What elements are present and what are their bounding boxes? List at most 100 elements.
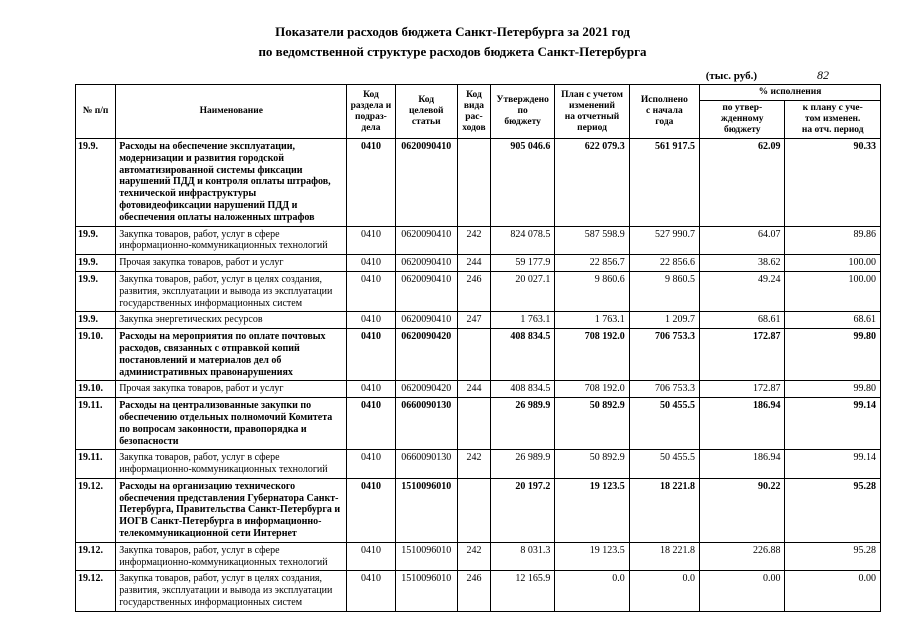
header-code-target: Код целевой статьи (394, 84, 458, 139)
cell-code-section: 0410 (346, 397, 396, 451)
cell-executed: 706 753.3 (628, 328, 701, 382)
cell-plan: 622 079.3 (554, 137, 630, 227)
cell-plan: 9 860.6 (554, 270, 630, 313)
header-num: № п/п (74, 84, 117, 139)
cell-code-section: 0410 (346, 570, 396, 612)
cell-code-type (456, 328, 492, 382)
cell-executed: 0.0 (628, 570, 701, 612)
document-title: Показатели расходов бюджета Санкт-Петерб… (0, 22, 905, 62)
cell-plan: 708 192.0 (554, 380, 630, 399)
cell-code-section: 0410 (346, 311, 396, 330)
cell-pct-budget: 62.09 (699, 137, 786, 227)
table-row: 19.9. Прочая закупка товаров, работ и ус… (74, 254, 881, 272)
cell-name: Прочая закупка товаров, работ и услуг (115, 380, 348, 399)
header-pct-plan: к плану с уче- том изменен. на отч. пери… (784, 100, 881, 139)
cell-name: Закупка товаров, работ, услуг в сфере ин… (115, 541, 348, 572)
cell-code-type: 242 (456, 225, 492, 256)
cell-code-type: 247 (456, 311, 492, 330)
cell-code-type: 242 (456, 449, 492, 479)
table-row: 19.11. Расходы на централизованные закуп… (74, 397, 881, 451)
cell-num: 19.10. (74, 380, 117, 399)
title-line-1: Показатели расходов бюджета Санкт-Петерб… (275, 24, 630, 39)
cell-executed: 50 455.5 (628, 449, 701, 479)
cell-pct-budget: 49.24 (699, 270, 786, 313)
cell-pct-budget: 90.22 (699, 477, 786, 543)
header-approved: Утверждено по бюджету (490, 84, 556, 139)
cell-code-type (456, 137, 492, 227)
header-code-type: Код вида рас- ходов (456, 84, 492, 139)
cell-pct-budget: 226.88 (699, 541, 786, 572)
cell-num: 19.11. (74, 449, 117, 479)
cell-executed: 527 990.7 (628, 225, 701, 256)
cell-name: Расходы на обеспечение эксплуатации, мод… (115, 137, 348, 227)
cell-code-target: 0660090130 (394, 449, 458, 479)
cell-code-target: 0620090410 (394, 137, 458, 227)
cell-executed: 18 221.8 (628, 541, 701, 572)
cell-code-section: 0410 (346, 380, 396, 399)
table-body: 19.9. Расходы на обеспечение эксплуатаци… (74, 137, 881, 612)
cell-pct-plan: 0.00 (784, 570, 881, 612)
cell-plan: 587 598.9 (554, 225, 630, 256)
cell-pct-plan: 89.86 (784, 225, 881, 256)
cell-executed: 22 856.6 (628, 254, 701, 272)
cell-pct-plan: 95.28 (784, 477, 881, 543)
cell-code-target: 0620090410 (394, 311, 458, 330)
cell-executed: 561 917.5 (628, 137, 701, 227)
cell-approved: 20 027.1 (490, 270, 556, 313)
cell-code-section: 0410 (346, 225, 396, 256)
cell-code-section: 0410 (346, 541, 396, 572)
cell-pct-budget: 38.62 (699, 254, 786, 272)
cell-pct-budget: 172.87 (699, 328, 786, 382)
header-pct-group: % исполнения (699, 84, 881, 102)
cell-num: 19.9. (74, 254, 117, 272)
cell-code-target: 1510096010 (394, 541, 458, 572)
cell-pct-plan: 95.28 (784, 541, 881, 572)
table-row: 19.12. Расходы на организацию техническо… (74, 477, 881, 543)
cell-name: Расходы на мероприятия по оплате почтовы… (115, 328, 348, 382)
cell-approved: 8 031.3 (490, 541, 556, 572)
cell-pct-plan: 90.33 (784, 137, 881, 227)
cell-pct-budget: 186.94 (699, 397, 786, 451)
cell-name: Закупка товаров, работ, услуг в сфере ин… (115, 225, 348, 256)
cell-code-section: 0410 (346, 449, 396, 479)
cell-name: Закупка товаров, работ, услуг в целях со… (115, 570, 348, 612)
cell-approved: 20 197.2 (490, 477, 556, 543)
cell-code-target: 0620090420 (394, 380, 458, 399)
table-header: № п/п Наименование Код раздела и подраз-… (74, 84, 881, 139)
cell-num: 19.12. (74, 477, 117, 543)
cell-num: 19.9. (74, 225, 117, 256)
cell-code-type: 246 (456, 570, 492, 612)
table-row: 19.9. Закупка товаров, работ, услуг в це… (74, 270, 881, 313)
cell-code-section: 0410 (346, 477, 396, 543)
cell-code-type (456, 397, 492, 451)
cell-pct-plan: 100.00 (784, 254, 881, 272)
cell-plan: 50 892.9 (554, 397, 630, 451)
cell-name: Закупка товаров, работ, услуг в целях со… (115, 270, 348, 313)
cell-plan: 19 123.5 (554, 477, 630, 543)
cell-num: 19.9. (74, 270, 117, 313)
cell-approved: 12 165.9 (490, 570, 556, 612)
header-plan: План с учетом изменений на отчетный пери… (554, 84, 630, 139)
cell-code-target: 0620090420 (394, 328, 458, 382)
cell-pct-plan: 99.14 (784, 397, 881, 451)
table-row: 19.10. Прочая закупка товаров, работ и у… (74, 380, 881, 399)
cell-code-type: 244 (456, 380, 492, 399)
cell-approved: 1 763.1 (490, 311, 556, 330)
cell-code-section: 0410 (346, 254, 396, 272)
cell-pct-budget: 0.00 (699, 570, 786, 612)
cell-executed: 706 753.3 (628, 380, 701, 399)
cell-code-target: 0620090410 (394, 254, 458, 272)
cell-executed: 18 221.8 (628, 477, 701, 543)
cell-executed: 9 860.5 (628, 270, 701, 313)
header-name: Наименование (115, 84, 348, 139)
cell-pct-budget: 68.61 (699, 311, 786, 330)
cell-code-type: 246 (456, 270, 492, 313)
cell-pct-plan: 99.14 (784, 449, 881, 479)
cell-pct-plan: 100.00 (784, 270, 881, 313)
table-row: 19.9. Закупка товаров, работ, услуг в сф… (74, 225, 881, 256)
cell-num: 19.12. (74, 570, 117, 612)
cell-name: Закупка энергетических ресурсов (115, 311, 348, 330)
cell-name: Прочая закупка товаров, работ и услуг (115, 254, 348, 272)
table-row: 19.12. Закупка товаров, работ, услуг в с… (74, 541, 881, 572)
